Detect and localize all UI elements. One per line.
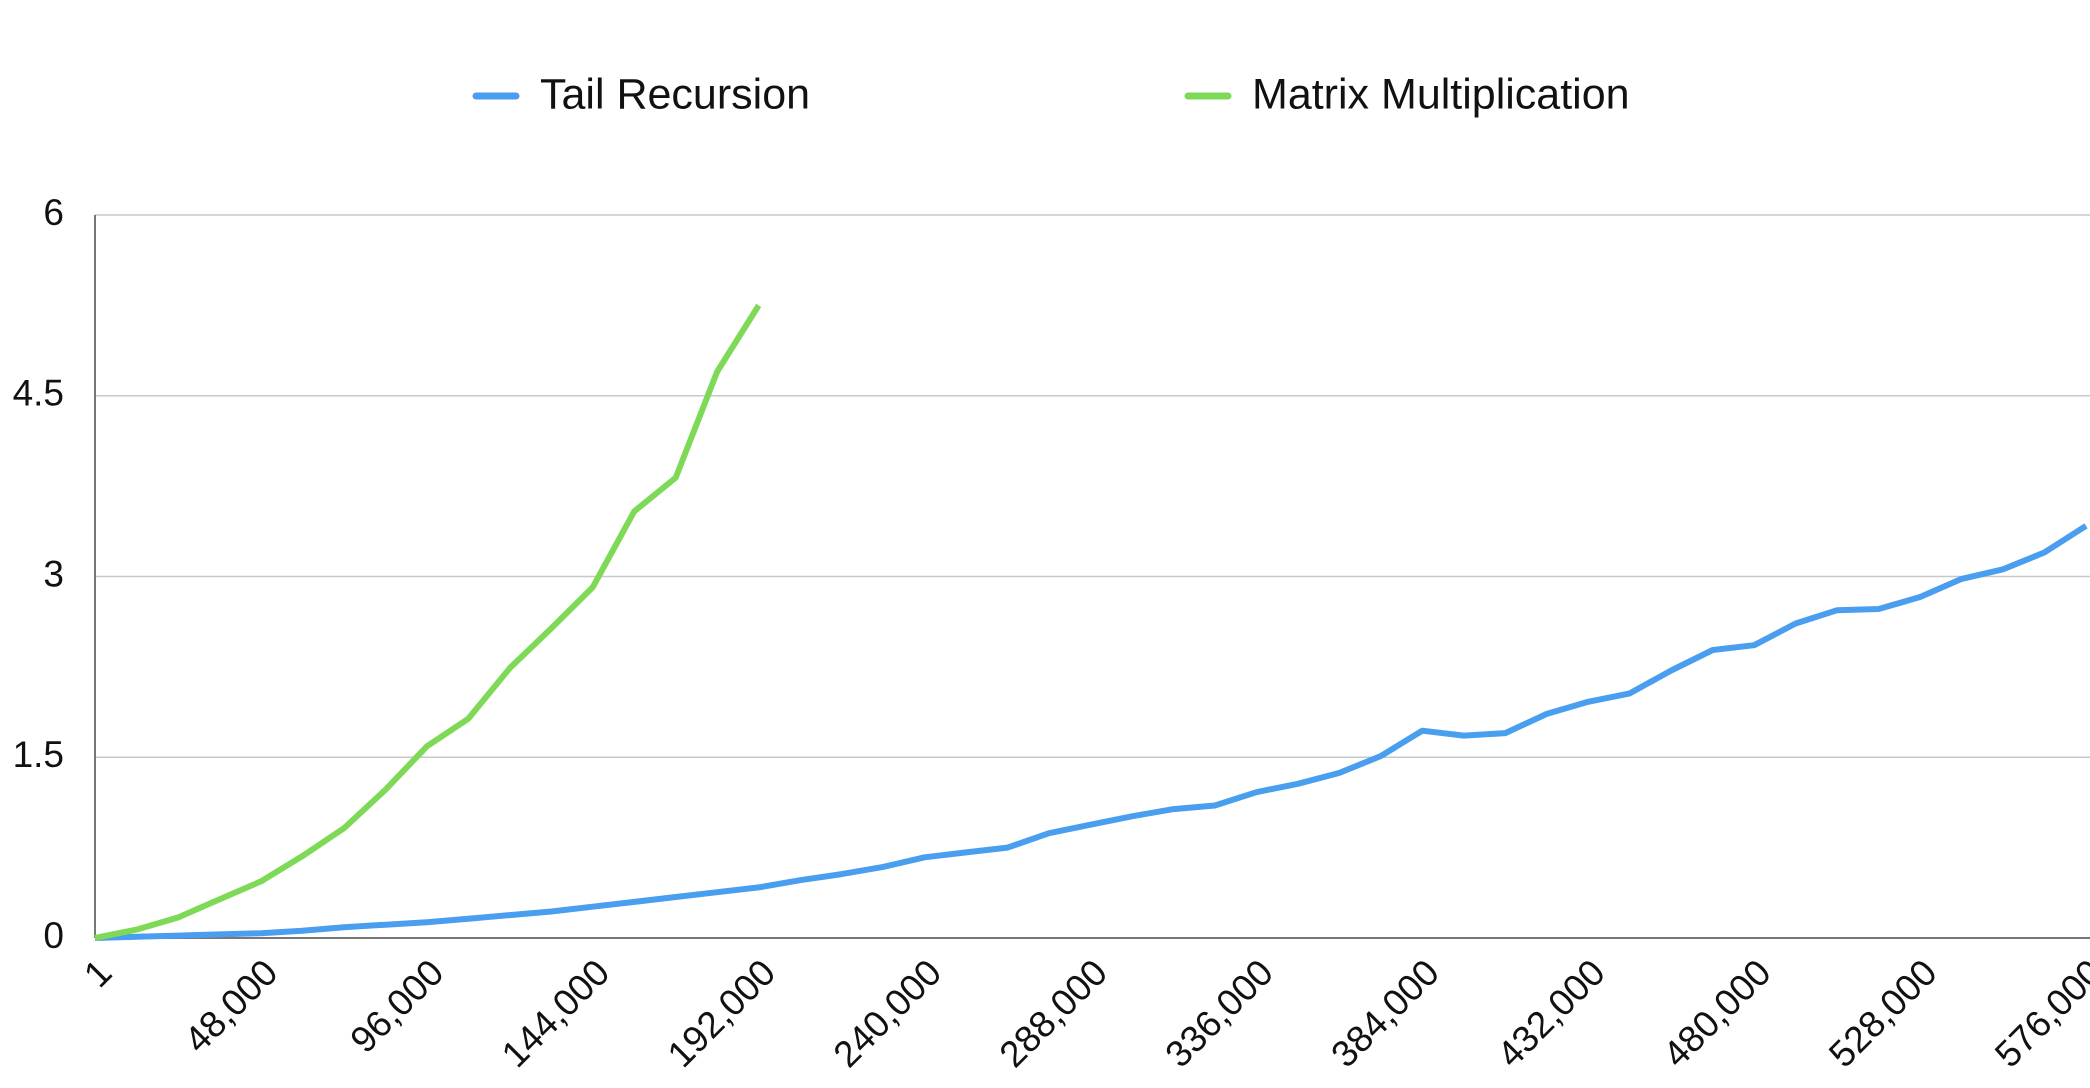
y-tick-label: 6: [43, 192, 64, 233]
x-tick-label: 576,000: [1987, 952, 2090, 1076]
x-tick-label: 480,000: [1655, 952, 1779, 1076]
x-tick-label: 432,000: [1489, 952, 1613, 1076]
x-tick-label: 96,000: [342, 952, 451, 1061]
line: [94, 303, 762, 941]
line: [94, 523, 2088, 941]
y-tick-label: 4.5: [13, 373, 64, 414]
x-tick-label: 336,000: [1157, 952, 1281, 1076]
x-tick-label: 1: [76, 952, 120, 996]
x-tick-label: 240,000: [826, 952, 950, 1076]
x-tick-label: 528,000: [1821, 952, 1945, 1076]
x-tick-label: 384,000: [1323, 952, 1447, 1076]
x-tick-label: 48,000: [176, 952, 285, 1061]
x-tick-label: 192,000: [660, 952, 784, 1076]
legend-label: Tail Recursion: [540, 70, 810, 118]
y-tick-label: 3: [43, 553, 64, 594]
x-tick-label: 144,000: [494, 952, 618, 1076]
legend-label: Matrix Multiplication: [1252, 70, 1630, 118]
x-tick-label: 288,000: [992, 952, 1116, 1076]
y-tick-label: 1.5: [13, 734, 64, 775]
y-tick-label: 0: [43, 915, 64, 956]
